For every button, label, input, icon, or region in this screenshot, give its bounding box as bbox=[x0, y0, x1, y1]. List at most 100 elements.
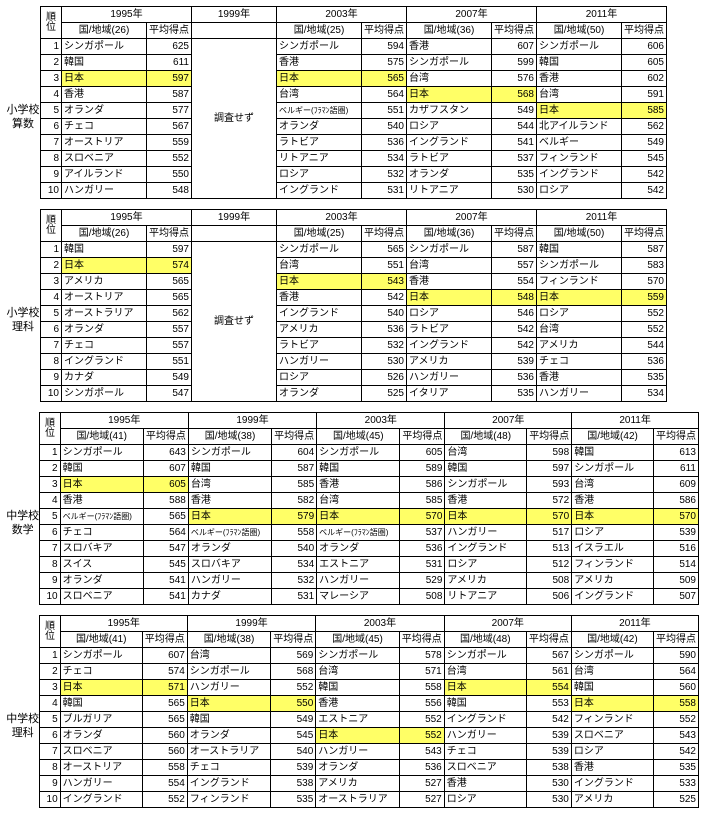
region-count-header: 国/地域(42) bbox=[571, 632, 653, 648]
score-cell: 560 bbox=[142, 728, 187, 744]
country-cell: 台湾 bbox=[316, 664, 399, 680]
country-cell: 北アイルランド bbox=[537, 119, 622, 135]
year-header: 2003年 bbox=[317, 413, 445, 429]
country-cell: オランダ bbox=[317, 541, 400, 557]
score-cell: 531 bbox=[272, 589, 317, 605]
country-cell: シンガポール bbox=[537, 258, 622, 274]
country-cell: 台湾 bbox=[537, 322, 622, 338]
rank-cell: 4 bbox=[41, 290, 62, 306]
country-cell: ハンガリー bbox=[316, 744, 399, 760]
score-cell: 540 bbox=[271, 744, 316, 760]
region-count-header: 国/地域(41) bbox=[60, 429, 143, 445]
country-cell: オーストリア bbox=[60, 760, 142, 776]
region-count-header: 国/地域(38) bbox=[188, 429, 271, 445]
country-cell: 香港 bbox=[537, 370, 622, 386]
rank-cell: 10 bbox=[40, 792, 60, 808]
section: 中学校理科順位1995年1999年2003年2007年2011年国/地域(41)… bbox=[6, 615, 699, 808]
score-cell: 535 bbox=[271, 792, 316, 808]
score-cell: 598 bbox=[527, 445, 572, 461]
country-cell: イタリア bbox=[407, 386, 492, 402]
country-cell: ハンガリー bbox=[62, 183, 147, 199]
rank-cell: 8 bbox=[41, 354, 62, 370]
score-cell: 541 bbox=[143, 573, 188, 589]
score-cell: 583 bbox=[622, 258, 667, 274]
region-count-header: 国/地域(41) bbox=[60, 632, 142, 648]
score-cell: 552 bbox=[147, 151, 192, 167]
score-cell: 551 bbox=[362, 258, 407, 274]
country-cell: チェコ bbox=[187, 760, 270, 776]
score-cell: 530 bbox=[362, 354, 407, 370]
score-cell: 549 bbox=[147, 370, 192, 386]
table-row: 4オーストリア565香港542日本548日本559 bbox=[41, 290, 667, 306]
region-count-header: 国/地域(36) bbox=[407, 23, 492, 39]
rank-cell: 2 bbox=[40, 664, 60, 680]
score-cell: 537 bbox=[492, 151, 537, 167]
country-cell: カナダ bbox=[188, 589, 271, 605]
score-cell: 540 bbox=[272, 541, 317, 557]
table-row: 7スロベニア560オーストラリア540ハンガリー543チェコ539ロシア542 bbox=[40, 744, 699, 760]
country-cell: 香港 bbox=[60, 493, 143, 509]
country-cell: 台湾 bbox=[572, 477, 654, 493]
table-row: 9ハンガリー554イングランド538アメリカ527香港530イングランド533 bbox=[40, 776, 699, 792]
country-cell: 日本 bbox=[316, 728, 399, 744]
country-cell: 日本 bbox=[277, 71, 362, 87]
score-cell: 534 bbox=[272, 557, 317, 573]
year-header: 2007年 bbox=[407, 210, 537, 226]
country-cell: 香港 bbox=[62, 87, 147, 103]
country-cell: オーストリア bbox=[62, 135, 147, 151]
rank-cell: 4 bbox=[41, 87, 62, 103]
country-cell: 台湾 bbox=[571, 664, 653, 680]
country-cell: 日本 bbox=[277, 274, 362, 290]
country-cell: エストニア bbox=[317, 557, 400, 573]
score-cell: 570 bbox=[400, 509, 445, 525]
score-cell: 577 bbox=[147, 103, 192, 119]
country-cell: シンガポール bbox=[187, 664, 270, 680]
score-cell: 564 bbox=[362, 87, 407, 103]
score-cell: 582 bbox=[272, 493, 317, 509]
table-row: 10イングランド552フィンランド535オーストラリア527ロシア530アメリカ… bbox=[40, 792, 699, 808]
table-row: 1シンガポール625調査せずシンガポール594香港607シンガポール606 bbox=[41, 39, 667, 55]
sub-header-empty bbox=[192, 226, 277, 242]
score-cell: 534 bbox=[622, 386, 667, 402]
country-cell: 韓国 bbox=[62, 55, 147, 71]
rank-cell: 3 bbox=[40, 477, 60, 493]
country-cell: アメリカ bbox=[445, 573, 527, 589]
year-header: 2011年 bbox=[572, 413, 699, 429]
country-cell: チェコ bbox=[62, 119, 147, 135]
score-cell: 537 bbox=[400, 525, 445, 541]
score-cell: 529 bbox=[400, 573, 445, 589]
score-cell: 539 bbox=[526, 728, 571, 744]
avg-score-header: 平均得点 bbox=[622, 23, 667, 39]
table-row: 3日本571ハンガリー552韓国558日本554韓国560 bbox=[40, 680, 699, 696]
country-cell: 韓国 bbox=[188, 461, 271, 477]
score-cell: 530 bbox=[526, 776, 571, 792]
score-cell: 590 bbox=[653, 648, 698, 664]
score-cell: 542 bbox=[526, 712, 571, 728]
country-cell: ロシア bbox=[277, 370, 362, 386]
score-cell: 560 bbox=[142, 744, 187, 760]
country-cell: 韓国 bbox=[571, 680, 653, 696]
rank-cell: 10 bbox=[41, 183, 62, 199]
country-cell: シンガポール bbox=[62, 386, 147, 402]
score-cell: 548 bbox=[492, 290, 537, 306]
year-header: 2003年 bbox=[277, 7, 407, 23]
region-count-header: 国/地域(38) bbox=[187, 632, 270, 648]
table-row: 8イングランド551ハンガリー530アメリカ539チェコ536 bbox=[41, 354, 667, 370]
table-row: 2チェコ574シンガポール568台湾571台湾561台湾564 bbox=[40, 664, 699, 680]
no-investigation-cell: 調査せず bbox=[192, 242, 277, 402]
country-cell: ラトビア bbox=[277, 338, 362, 354]
country-cell: 香港 bbox=[277, 55, 362, 71]
score-cell: 542 bbox=[492, 322, 537, 338]
country-cell: ハンガリー bbox=[188, 573, 271, 589]
rank-cell: 5 bbox=[41, 306, 62, 322]
score-cell: 540 bbox=[362, 306, 407, 322]
country-cell: 日本 bbox=[62, 71, 147, 87]
score-cell: 552 bbox=[622, 322, 667, 338]
score-cell: 565 bbox=[143, 509, 188, 525]
region-count-header: 国/地域(42) bbox=[572, 429, 654, 445]
country-cell: 韓国 bbox=[537, 55, 622, 71]
score-cell: 552 bbox=[399, 712, 444, 728]
section: 小学校算数順位1995年1999年2003年2007年2011年国/地域(26)… bbox=[6, 6, 699, 199]
country-cell: 韓国 bbox=[445, 461, 527, 477]
score-cell: 558 bbox=[653, 696, 698, 712]
